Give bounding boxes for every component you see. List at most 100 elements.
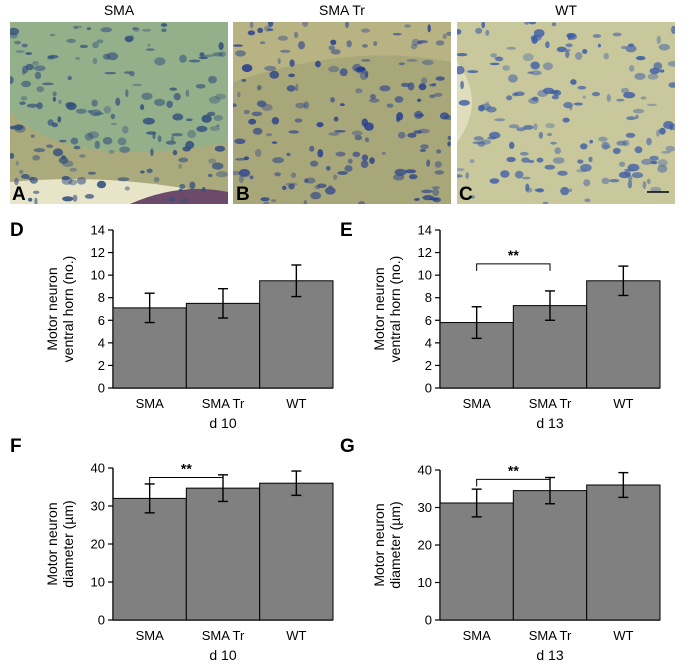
stained-cell — [575, 52, 583, 60]
stained-cell — [360, 160, 369, 169]
stained-cell — [14, 40, 22, 45]
stained-cell — [32, 155, 41, 161]
stained-cell — [408, 174, 418, 180]
stained-cell — [458, 99, 470, 106]
y-tick-label: 4 — [425, 335, 432, 350]
stained-cell — [616, 140, 627, 146]
stained-cell — [562, 117, 570, 123]
stained-cell — [21, 43, 28, 48]
bar-wt — [259, 482, 334, 621]
stained-cell — [52, 148, 64, 157]
stained-cell — [641, 158, 653, 165]
stained-cell — [646, 137, 652, 146]
stained-cell — [309, 145, 315, 152]
stained-cell — [180, 198, 189, 203]
stained-cell — [473, 136, 484, 141]
stained-cell — [635, 56, 646, 61]
stained-cell — [457, 29, 462, 35]
stained-cell — [248, 118, 257, 125]
stained-cell — [207, 111, 216, 117]
stained-cell — [568, 188, 573, 192]
category-label: WT — [286, 628, 306, 643]
stained-cell — [361, 59, 371, 62]
y-tick-label: 2 — [98, 358, 105, 373]
y-tick-label: 40 — [418, 463, 432, 478]
tissue-edge-dark — [130, 188, 228, 204]
stained-cell — [233, 44, 243, 47]
stained-cell — [506, 46, 517, 50]
stained-cell — [15, 50, 26, 53]
stained-cell — [52, 96, 57, 102]
stained-cell — [32, 61, 40, 66]
stained-cell — [154, 57, 166, 66]
stained-cell — [96, 39, 104, 44]
stained-cell — [330, 39, 337, 45]
stained-cell — [457, 168, 465, 172]
stained-cell — [426, 159, 431, 167]
stained-cell — [67, 75, 72, 81]
category-label: SMA — [136, 628, 165, 643]
stained-cell — [87, 110, 93, 113]
x-axis-label: d 13 — [536, 415, 563, 431]
stained-cell — [429, 94, 436, 99]
significance-bracket — [476, 478, 551, 487]
stained-cell — [69, 167, 77, 172]
stained-cell — [565, 43, 573, 48]
stained-cell — [530, 61, 540, 70]
stained-cell — [89, 109, 102, 117]
stained-cell — [79, 154, 86, 158]
stained-cell — [133, 27, 140, 32]
stained-cell — [379, 85, 391, 92]
stained-cell — [414, 198, 420, 201]
stained-cell — [457, 66, 465, 75]
stained-cell — [198, 56, 208, 60]
stained-cell — [334, 130, 346, 133]
stained-cell — [580, 164, 592, 172]
stained-cell — [447, 141, 451, 147]
stained-cell — [512, 92, 518, 97]
stained-cell — [480, 139, 491, 145]
x-axis-label: d 13 — [536, 647, 563, 663]
stained-cell — [282, 185, 287, 190]
stained-cell — [589, 139, 593, 144]
stained-cell — [168, 197, 176, 202]
stained-cell — [209, 126, 220, 131]
stained-cell — [171, 133, 183, 137]
y-tick-label: 12 — [91, 245, 105, 260]
y-axis-label: Motor neuron — [44, 267, 60, 350]
stained-cell — [185, 89, 190, 97]
stained-cell — [234, 138, 246, 145]
chart-e: 0 2 4 6 8 10 12 14 SMA SMA Tr WT d 13 Motor neuron ve… — [371, 223, 661, 431]
stained-cell — [41, 82, 54, 86]
y-tick-label: 0 — [98, 613, 105, 628]
stained-cell — [361, 118, 369, 127]
stained-cell — [33, 148, 46, 153]
stained-cell — [649, 67, 660, 75]
stained-cell — [274, 172, 281, 177]
stained-cell — [447, 135, 451, 141]
stained-cell — [328, 132, 340, 136]
stained-cell — [92, 57, 98, 65]
stained-cell — [145, 48, 155, 51]
micrograph-sma — [10, 22, 228, 204]
stained-cell — [404, 169, 417, 174]
bar-sma-tr — [185, 487, 261, 621]
y-tick-label: 0 — [425, 381, 432, 396]
y-axis-label: Motor neuron — [371, 503, 387, 586]
panel-label-b: B — [236, 184, 250, 205]
stained-cell — [267, 28, 274, 32]
stained-cell — [528, 22, 537, 25]
stained-cell — [51, 122, 58, 128]
stained-cell — [115, 97, 121, 106]
stained-cell — [33, 65, 46, 72]
stained-cell — [411, 38, 420, 46]
stained-cell — [150, 148, 154, 157]
stained-cell — [290, 172, 297, 178]
stained-cell — [161, 28, 167, 33]
stained-cell — [538, 131, 543, 139]
y-tick-label: 4 — [98, 335, 105, 350]
stained-cell — [333, 174, 338, 181]
y-tick-label: 8 — [98, 290, 105, 305]
panel-label-e: E — [340, 220, 353, 241]
stained-cell — [277, 58, 281, 65]
